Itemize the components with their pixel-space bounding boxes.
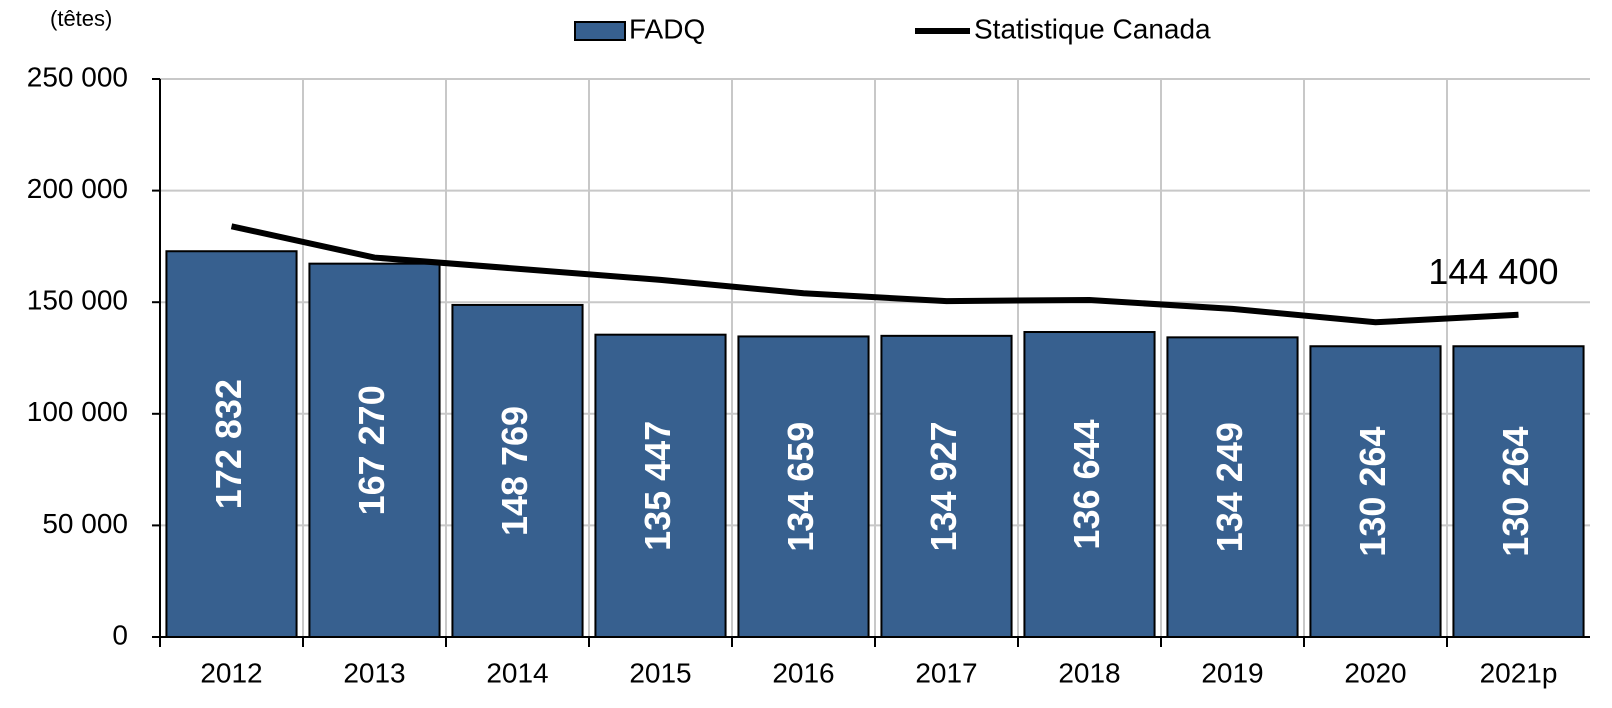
bar-label: 134 659 <box>780 422 821 552</box>
x-tick-label: 2014 <box>486 657 548 688</box>
legend-swatch <box>574 21 626 41</box>
legend-label: FADQ <box>629 13 705 44</box>
y-tick-label: 150 000 <box>27 285 128 316</box>
bar <box>594 333 727 638</box>
y-tick-label: 50 000 <box>42 508 128 539</box>
bar-label: 135 447 <box>637 421 678 551</box>
bar-label: 134 249 <box>1209 422 1250 552</box>
x-tick-label: 2015 <box>629 657 691 688</box>
bar-label: 130 264 <box>1352 427 1393 557</box>
line-label: 144 400 <box>1428 251 1558 292</box>
y-axis-label: (têtes) <box>50 6 112 31</box>
x-tick-label: 2021p <box>1480 657 1558 688</box>
bar-label: 136 644 <box>1066 419 1107 549</box>
x-tick-label: 2013 <box>343 657 405 688</box>
bar <box>451 303 584 638</box>
bar <box>1023 331 1156 638</box>
y-tick-label: 0 <box>112 619 128 650</box>
bar <box>737 335 870 638</box>
bar-label: 172 832 <box>208 379 249 509</box>
bar-label: 148 769 <box>494 406 535 536</box>
y-tick-label: 100 000 <box>27 396 128 427</box>
x-tick-label: 2012 <box>200 657 262 688</box>
bar <box>1309 345 1442 638</box>
x-tick-label: 2020 <box>1344 657 1406 688</box>
y-tick-label: 200 000 <box>27 173 128 204</box>
x-tick-label: 2017 <box>915 657 977 688</box>
line <box>230 223 1519 326</box>
x-tick-label: 2019 <box>1201 657 1263 688</box>
legend-label: Statistique Canada <box>974 13 1211 44</box>
bar <box>1452 345 1585 638</box>
bar <box>165 250 298 638</box>
bar <box>308 262 441 638</box>
x-tick-label: 2018 <box>1058 657 1120 688</box>
y-tick-label: 250 000 <box>27 61 128 92</box>
x-tick-label: 2016 <box>772 657 834 688</box>
bar-label: 167 270 <box>351 385 392 515</box>
bar-label: 130 264 <box>1495 427 1536 557</box>
bar <box>880 334 1013 638</box>
bar-label: 134 927 <box>923 421 964 551</box>
bar <box>1166 336 1299 638</box>
